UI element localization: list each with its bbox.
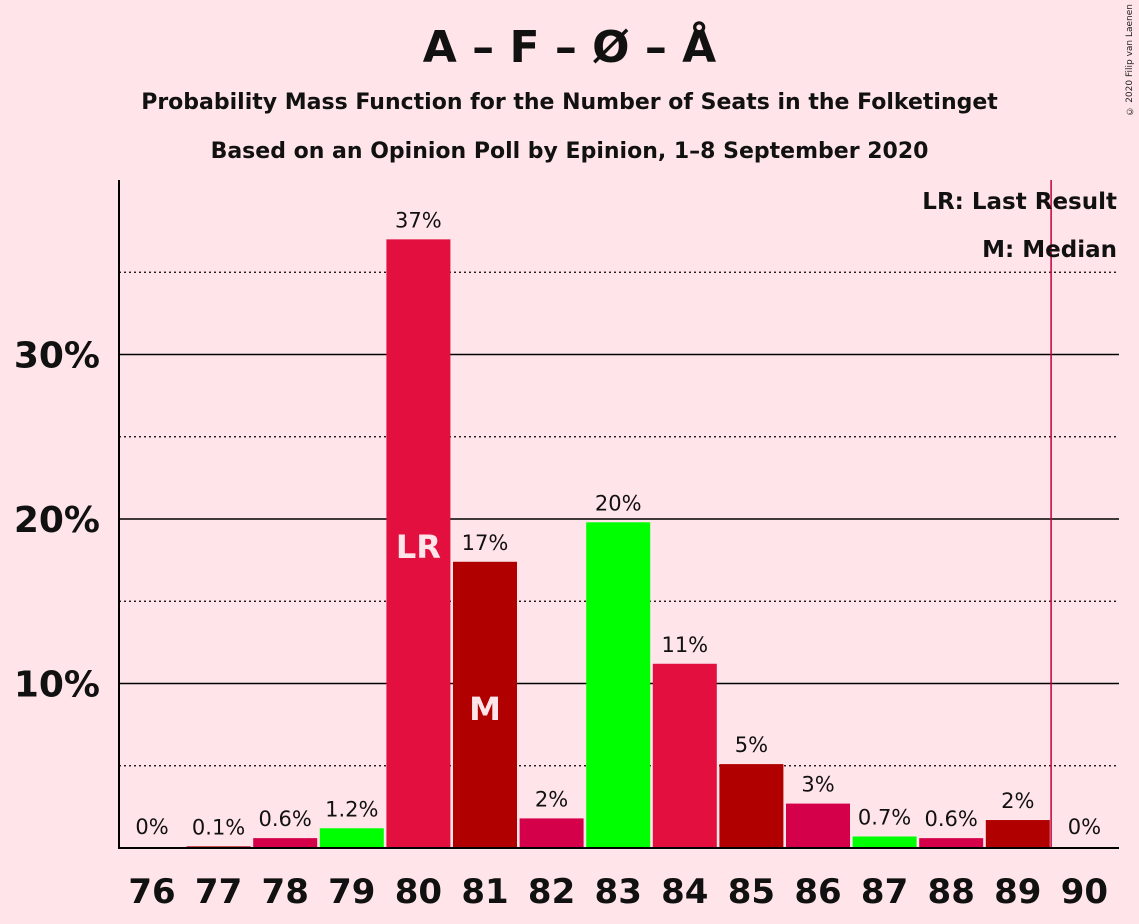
data-label: 2%: [1001, 789, 1034, 813]
bar: [652, 663, 717, 848]
bar: [719, 764, 784, 848]
x-tick-label: 79: [328, 872, 375, 912]
x-tick-label: 86: [794, 872, 841, 912]
median-marker: M: [469, 690, 501, 728]
bar: [386, 239, 451, 849]
bar: [586, 522, 651, 848]
data-label: 3%: [801, 773, 834, 797]
data-label: 17%: [462, 531, 509, 555]
x-tick-label: 81: [461, 872, 508, 912]
x-tick-label: 76: [128, 872, 175, 912]
x-tick-label: 82: [528, 872, 575, 912]
x-tick-label: 87: [861, 872, 908, 912]
bar: [852, 836, 917, 848]
x-tick-label: 89: [994, 872, 1041, 912]
y-tick-label: 30%: [14, 336, 100, 377]
data-label: 5%: [735, 733, 768, 757]
data-label: 11%: [661, 633, 708, 657]
data-label: 2%: [535, 787, 568, 811]
x-tick-label: 90: [1061, 872, 1108, 912]
data-label: 1.2%: [325, 797, 378, 821]
data-label: 0.6%: [259, 807, 312, 831]
bar: [919, 838, 984, 848]
data-label: 20%: [595, 491, 642, 515]
bar: [786, 803, 850, 848]
data-label: 0.1%: [192, 815, 245, 839]
chart-title: A – F – Ø – Å: [422, 22, 717, 73]
y-tick-label: 20%: [14, 500, 100, 541]
x-tick-label: 78: [262, 872, 309, 912]
bar: [519, 818, 584, 848]
y-tick-label: 10%: [14, 665, 100, 706]
legend-median: M: Median: [982, 237, 1117, 263]
chart-subtitle-2: Based on an Opinion Poll by Epinion, 1–8…: [210, 139, 929, 164]
data-label: 37%: [395, 208, 442, 232]
last-result-marker: LR: [396, 528, 441, 566]
x-tick-label: 88: [928, 872, 975, 912]
bar: [319, 828, 384, 848]
x-tick-label: 80: [395, 872, 442, 912]
chart-subtitle-1: Probability Mass Function for the Number…: [141, 90, 998, 115]
data-label: 0.6%: [925, 807, 978, 831]
data-label: 0%: [1068, 815, 1101, 839]
data-label: 0%: [135, 815, 168, 839]
legend-last-result: LR: Last Result: [922, 189, 1117, 215]
x-tick-label: 85: [728, 872, 775, 912]
bar: [453, 561, 517, 848]
bar: [985, 820, 1050, 848]
bar: [253, 838, 318, 848]
x-tick-label: 77: [195, 872, 242, 912]
data-label: 0.7%: [858, 805, 911, 829]
x-tick-label: 84: [661, 872, 708, 912]
x-tick-label: 83: [595, 872, 642, 912]
